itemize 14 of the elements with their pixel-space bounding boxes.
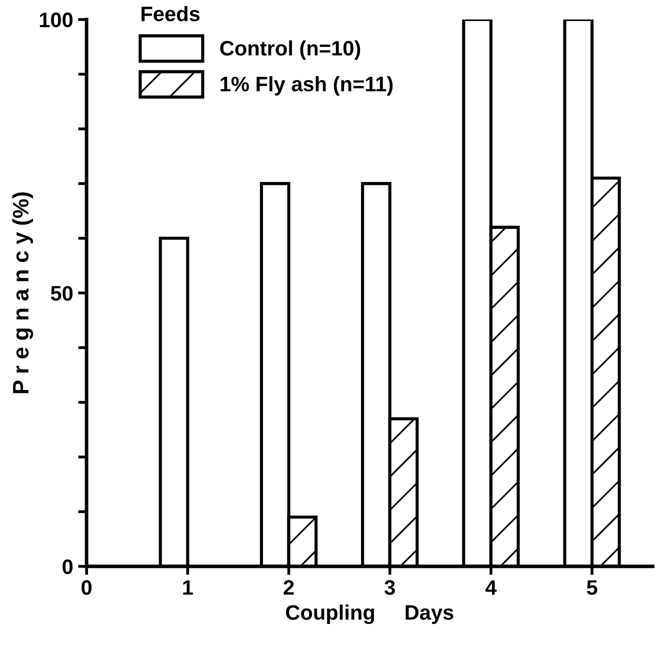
legend-title: Feeds (142, 6, 200, 22)
x-tick-label: 2 (284, 580, 294, 595)
y-tick-label: 100 (40, 12, 73, 28)
y-tick-label: 50 (50, 286, 73, 301)
legend-label: Control (n=10) (220, 40, 360, 60)
legend-label: 1% Fly ash (n=11) (220, 76, 393, 96)
x-tick-label: 5 (586, 580, 598, 595)
x-tick-label: 0 (82, 580, 92, 595)
y-axis-title: P r e g n a n c y (%) (12, 192, 34, 394)
x-tick-label: 1 (183, 580, 193, 595)
x-tick-label: 4 (485, 580, 497, 595)
x-axis-title: Coupling Days (286, 604, 454, 624)
y-tick-label: 0 (62, 559, 73, 574)
x-tick-label: 3 (384, 580, 395, 595)
